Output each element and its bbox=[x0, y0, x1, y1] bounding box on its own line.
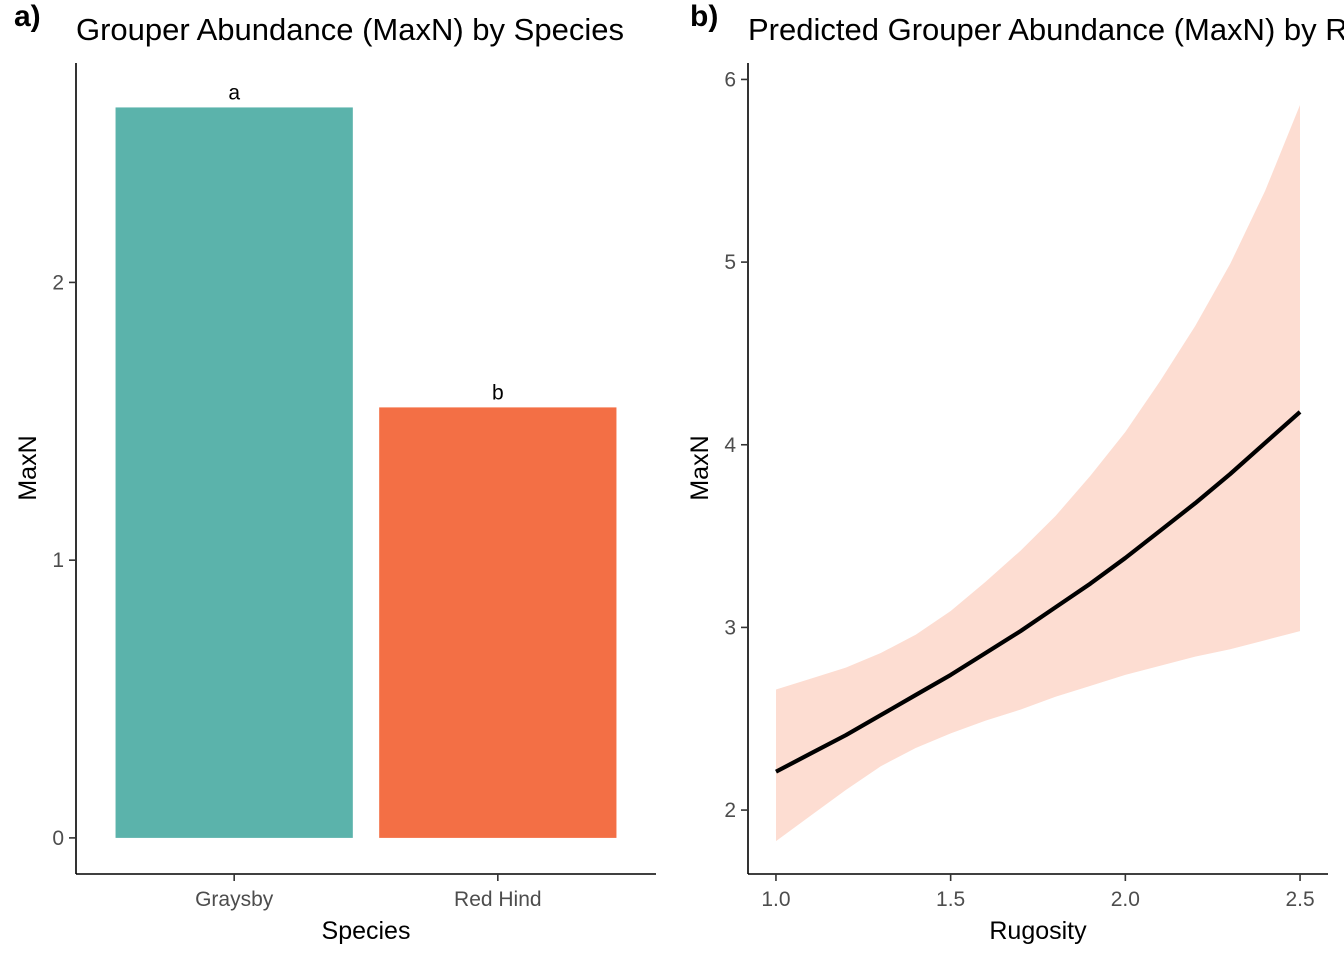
panel-b-axes: 1.0 1.5 2.0 2.5 2 3 4 5 6 bbox=[724, 63, 1328, 911]
panel-a-x-axis-title: Species bbox=[322, 917, 411, 945]
panel-a-title: Grouper Abundance (MaxN) by Species bbox=[76, 12, 624, 47]
y-tick-label: 1 bbox=[52, 549, 64, 572]
panel-a-bar-chart: Grouper Abundance (MaxN) by Species ab G… bbox=[14, 12, 656, 945]
x-tick-label: Graysby bbox=[195, 888, 274, 911]
x-tick-label: 2.0 bbox=[1111, 888, 1140, 911]
y-tick-label: 2 bbox=[724, 799, 736, 822]
panel-b-line-chart: Predicted Grouper Abundance (MaxN) by Ru… bbox=[686, 12, 1344, 945]
bar-significance-label: a bbox=[228, 81, 240, 104]
x-tick-label: Red Hind bbox=[454, 888, 542, 911]
panel-a-axes: Graysby Red Hind 0 1 2 bbox=[52, 63, 656, 911]
panel-b-title: Predicted Grouper Abundance (MaxN) by Ru… bbox=[748, 12, 1344, 47]
bar-graysby bbox=[115, 107, 353, 838]
panel-b-x-axis-title: Rugosity bbox=[989, 917, 1087, 945]
y-tick-label: 6 bbox=[724, 68, 736, 91]
predicted-line bbox=[775, 410, 1302, 774]
bar-significance-label: b bbox=[492, 381, 504, 404]
confidence-ribbon bbox=[776, 105, 1300, 842]
panel-b-tag: b) bbox=[690, 0, 718, 33]
panel-b-plot-area bbox=[775, 105, 1302, 842]
bar-red-hind bbox=[379, 407, 617, 838]
x-tick-label: 1.5 bbox=[936, 888, 965, 911]
panel-a-y-axis-title: MaxN bbox=[14, 435, 42, 500]
y-tick-label: 0 bbox=[52, 827, 64, 850]
panel-b-y-axis-title: MaxN bbox=[686, 435, 714, 500]
panel-a-bars: ab bbox=[115, 81, 617, 838]
y-tick-label: 2 bbox=[52, 271, 64, 294]
x-tick-label: 2.5 bbox=[1285, 888, 1314, 911]
panel-a-tag: a) bbox=[14, 0, 41, 33]
x-tick-label: 1.0 bbox=[761, 888, 790, 911]
y-tick-label: 4 bbox=[724, 434, 736, 457]
y-tick-label: 3 bbox=[724, 616, 736, 639]
y-tick-label: 5 bbox=[724, 251, 736, 274]
